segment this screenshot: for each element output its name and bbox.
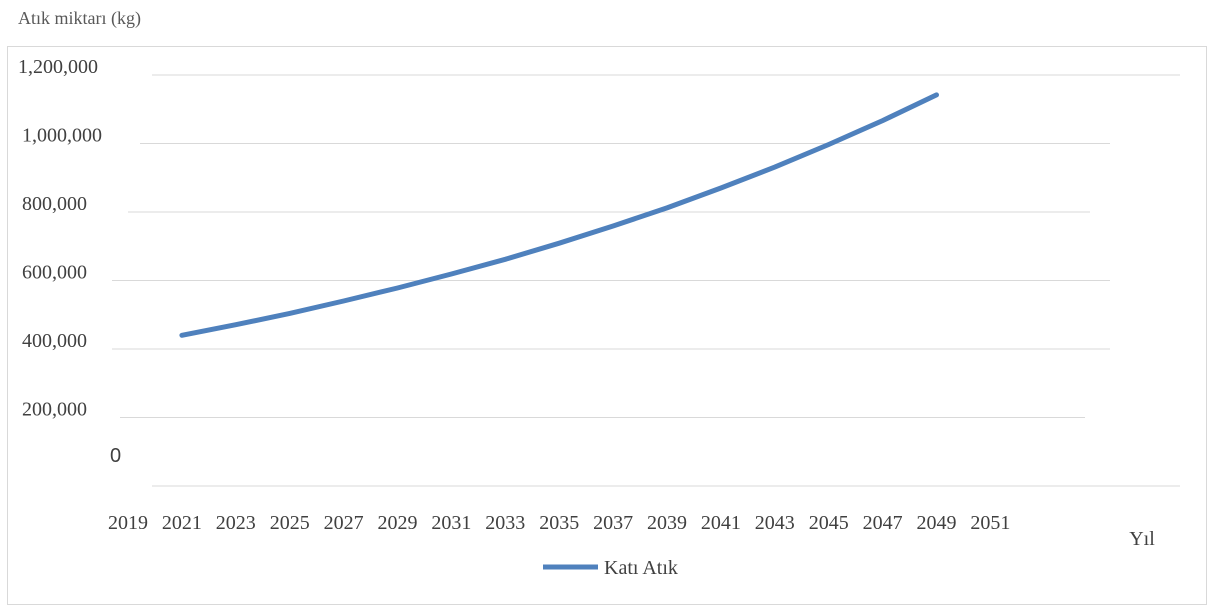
- chart-area: [7, 46, 1207, 605]
- y-tick-label: 200,000: [22, 399, 87, 421]
- series-line-kati-atik: [179, 92, 939, 338]
- y-tick-label: 0: [110, 445, 121, 467]
- y-tick-label: 1,200,000: [18, 56, 98, 78]
- x-axis-title: Yıl: [1129, 528, 1155, 550]
- x-tick-label: 2021: [162, 512, 202, 534]
- legend-label: Katı Atık: [604, 557, 678, 579]
- x-tick-label: 2043: [755, 512, 795, 534]
- x-tick-label: 2031: [431, 512, 471, 534]
- x-tick-label: 2049: [917, 512, 957, 534]
- x-tick-label: 2035: [539, 512, 579, 534]
- y-tick-label: 400,000: [22, 330, 87, 352]
- x-tick-label: 2051: [970, 512, 1010, 534]
- x-tick-label: 2037: [593, 512, 633, 534]
- series-lines: [179, 92, 939, 338]
- x-tick-label: 2019: [108, 512, 148, 534]
- x-tick-label: 2047: [863, 512, 903, 534]
- x-tick-label: 2023: [216, 512, 256, 534]
- y-tick-label: 800,000: [22, 193, 87, 215]
- legend: Katı Atık: [543, 557, 678, 579]
- x-tick-label: 2039: [647, 512, 687, 534]
- x-tick-label: 2027: [324, 512, 364, 534]
- x-tick-label: 2029: [378, 512, 418, 534]
- y-tick-label: 1,000,000: [22, 125, 102, 147]
- y-axis-ticks: 1,200,000 1,000,000 800,000 600,000 400,000 2…: [18, 56, 121, 467]
- x-axis-ticks: 2019 2021 2023 2025 2027 2029 2031 2033 2035 2037…: [108, 512, 1010, 534]
- y-tick-label: 600,000: [22, 262, 87, 284]
- x-tick-label: 2033: [485, 512, 525, 534]
- x-tick-label: 2045: [809, 512, 849, 534]
- x-tick-label: 2025: [270, 512, 310, 534]
- x-tick-label: 2041: [701, 512, 741, 534]
- y-axis-title: Atık miktarı (kg): [18, 8, 141, 28]
- gridlines: [112, 74, 1180, 487]
